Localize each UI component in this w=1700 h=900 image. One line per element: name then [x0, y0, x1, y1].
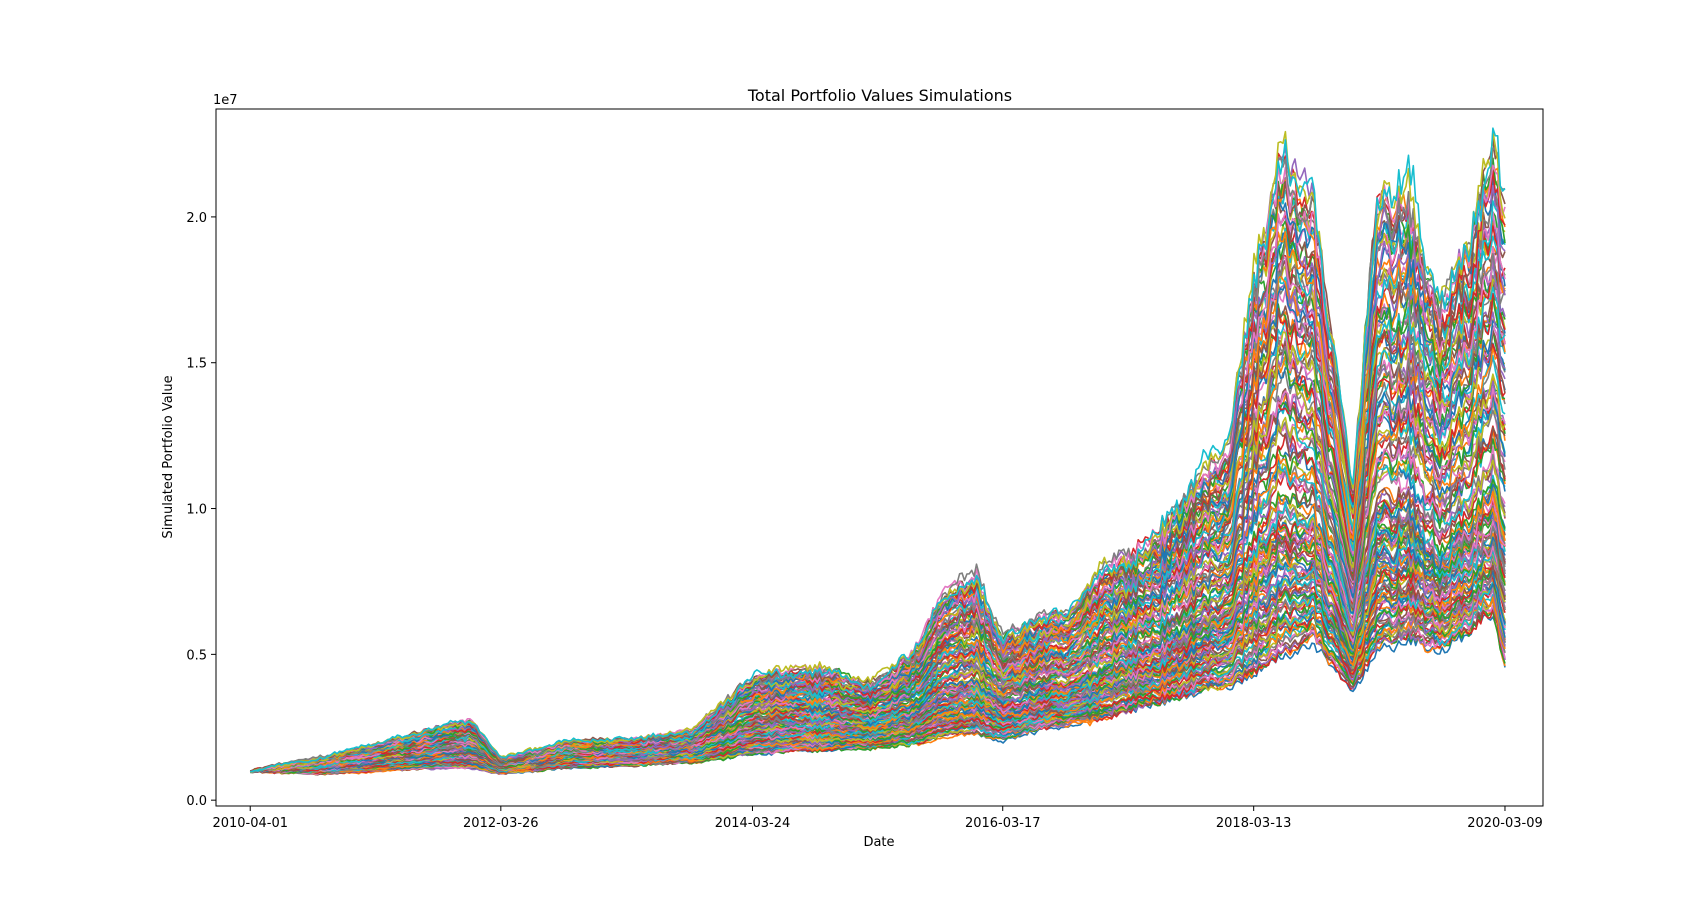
x-axis-title: Date — [863, 835, 894, 850]
y-axis: 0.0 0.5 1.0 1.5 2.0 — [186, 211, 216, 809]
x-tick-label: 2018-03-13 — [1216, 816, 1292, 831]
y-tick-label: 2.0 — [186, 211, 207, 226]
x-tick-label: 2020-03-09 — [1467, 816, 1543, 831]
y-tick-label: 0.0 — [186, 794, 207, 809]
plot-area — [249, 127, 1506, 776]
plot-frame — [215, 108, 1544, 807]
x-axis: 2010-04-01 2012-03-26 2014-03-24 2016-03-17… — [212, 806, 1543, 831]
simulation-lines — [249, 127, 1506, 776]
simulation-line — [250, 522, 1506, 774]
y-offset-label: 1e7 — [213, 93, 238, 108]
y-tick-label: 1.0 — [186, 503, 207, 518]
simulation-line — [250, 127, 1506, 773]
y-axis-title: Simulated Portfolio Value — [161, 375, 176, 538]
simulation-line — [250, 576, 1506, 775]
x-tick-label: 2010-04-01 — [212, 816, 288, 831]
chart-title: Total Portfolio Values Simulations — [747, 86, 1012, 105]
x-tick-label: 2016-03-17 — [965, 816, 1041, 831]
y-tick-label: 0.5 — [186, 648, 207, 663]
y-tick-label: 1.5 — [186, 357, 207, 372]
x-tick-label: 2014-03-24 — [715, 816, 791, 831]
x-tick-label: 2012-03-26 — [463, 816, 539, 831]
